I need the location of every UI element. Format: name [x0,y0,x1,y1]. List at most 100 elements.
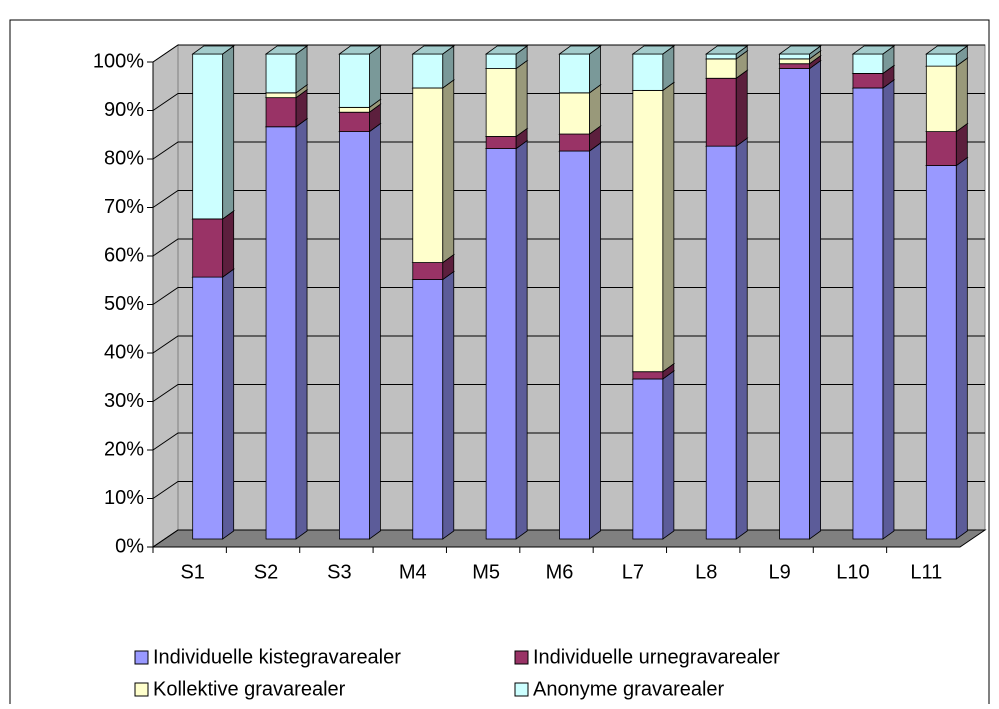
bar-side [589,84,601,135]
x-tick-label: S1 [180,561,204,583]
bar-front [265,126,297,540]
bar-front [779,63,810,69]
bar-front [412,279,444,540]
x-tick-label: S2 [254,561,278,583]
bar-front [485,136,517,149]
bar-segment [411,270,456,540]
bar-side [222,268,235,540]
bar-front [192,218,224,278]
legend-label: Kollektive gravarealer [153,678,346,700]
bar-segment [191,268,235,540]
bar-front [339,111,370,132]
bar-segment [778,45,822,60]
bar-side [809,59,821,540]
bar-side [735,137,748,540]
bar-side [515,139,528,540]
y-tick-label: 0% [115,535,144,557]
bar-segment [925,156,969,540]
bar-side [589,142,601,540]
legend-label: Anonyme gravarealer [533,678,725,700]
bar-side [222,45,235,220]
bar-segment [264,117,309,540]
bar-front [852,87,884,540]
bar-segment [704,137,749,540]
bar-top [631,45,676,55]
x-tick-label: L10 [836,561,869,583]
y-tick-label: 10% [104,487,144,509]
legend-swatch [514,650,529,665]
bar-segment [631,45,676,92]
bar-segment [704,45,749,60]
x-tick-label: M5 [472,561,500,583]
bar-side [442,79,455,264]
bar-segment [484,45,529,70]
bar-top [778,45,822,55]
y-tick-label: 30% [104,390,144,412]
bar-top [558,45,602,55]
bar-segment [631,370,676,540]
bar-front [192,53,224,220]
bar-front [925,53,957,67]
bar-front [339,53,370,108]
bar-segment [925,45,969,67]
y-tick-label: 50% [104,293,144,315]
bar-top [411,45,456,55]
bar-front [485,53,517,69]
bar-side [515,59,528,138]
bar-side [735,69,748,147]
bar-segment [338,122,382,540]
bar-segment [264,45,309,94]
bar-side [222,210,235,278]
bar-front [705,77,737,147]
bar-top [338,45,382,55]
bar-front [412,262,444,280]
bar-front [265,53,297,94]
bar-top [925,45,969,55]
y-tick-label: 80% [104,147,144,169]
x-tick-label: L9 [768,561,790,583]
bar-segment [338,45,382,109]
bar-segment [851,79,896,540]
bar-segment [484,139,529,540]
bar-front [339,106,370,113]
bar-segment [925,57,969,133]
bar-segment [191,210,235,278]
bar-front [632,53,664,91]
legend-swatch [134,650,149,665]
bar-segment [778,59,822,540]
bar-front [559,92,590,135]
y-tick-label: 90% [104,99,144,121]
bar-side [369,122,381,540]
y-tick-label: 60% [104,244,144,266]
bar-front [192,276,224,540]
x-tick-label: L8 [695,561,717,583]
bar-front [559,133,590,152]
bar-front [852,73,884,89]
bar-side [662,370,675,540]
bar-front [559,150,590,540]
y-tick-label: 70% [104,196,144,218]
bar-top [704,45,749,55]
bar-front [485,68,517,137]
x-tick-label: M4 [399,561,427,583]
bar-front [925,165,957,540]
bar-segment [704,69,749,147]
bar-front [705,58,737,79]
bar-segment [851,45,896,75]
y-tick-label: 20% [104,438,144,460]
bar-front [559,53,590,94]
bar-side [955,57,968,133]
bar-front [485,148,517,540]
bar-segment [484,59,529,138]
bar-front [632,371,664,380]
bar-top [264,45,309,55]
bar-top [851,45,896,55]
bar-segment [411,45,456,89]
bar-side [295,117,308,540]
legend-swatch [134,682,149,697]
bar-front [705,53,737,60]
bar-side [955,156,968,540]
x-tick-label: L11 [910,561,942,583]
bar-side [882,79,895,540]
